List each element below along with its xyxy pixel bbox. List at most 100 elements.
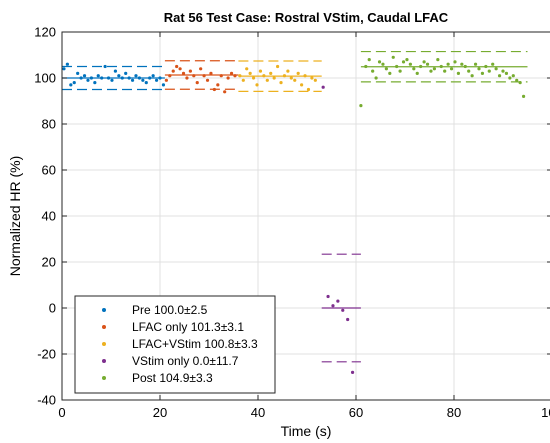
- data-point: [202, 74, 206, 78]
- data-point: [154, 78, 159, 82]
- data-point: [195, 81, 199, 85]
- data-point: [518, 81, 522, 85]
- data-point: [181, 71, 186, 75]
- data-point: [171, 69, 175, 73]
- legend-item: Pre 100.0±2.5: [102, 303, 208, 317]
- data-point: [223, 90, 227, 94]
- data-point: [350, 370, 355, 374]
- legend-marker: [102, 376, 106, 380]
- data-point: [346, 317, 350, 322]
- data-point: [276, 64, 280, 69]
- data-point: [374, 76, 378, 80]
- x-tick-label: 80: [447, 405, 461, 420]
- data-point: [286, 69, 290, 73]
- y-tick-label: -20: [37, 347, 56, 362]
- data-point: [300, 83, 304, 87]
- data-point: [161, 83, 166, 87]
- data-point: [473, 62, 478, 66]
- legend-label: LFAC+VStim 100.8±3.3: [132, 337, 258, 351]
- legend-label: Pre 100.0±2.5: [132, 303, 208, 317]
- data-point: [321, 85, 325, 89]
- data-point: [279, 81, 283, 85]
- data-point: [192, 74, 196, 78]
- x-tick-label: 100: [541, 405, 550, 420]
- series-2: [164, 60, 239, 94]
- data-point: [175, 64, 179, 69]
- series-1: [62, 62, 166, 91]
- legend-label: LFAC only 101.3±3.1: [132, 320, 244, 334]
- y-tick-label: 40: [42, 209, 56, 224]
- data-point: [233, 74, 237, 78]
- data-point: [456, 71, 461, 75]
- data-point: [449, 67, 454, 71]
- data-point: [144, 81, 148, 85]
- data-point: [425, 62, 430, 66]
- y-axis-label: Normalized HR (%): [7, 156, 23, 277]
- legend-item: LFAC+VStim 100.8±3.3: [102, 337, 258, 351]
- series-3: [238, 60, 322, 92]
- data-point: [398, 69, 402, 73]
- data-point: [216, 83, 220, 87]
- data-point: [93, 81, 97, 85]
- data-point: [106, 76, 111, 80]
- data-point: [377, 60, 382, 64]
- y-tick-label: 60: [42, 163, 56, 178]
- data-point: [79, 76, 83, 80]
- data-point: [384, 67, 388, 71]
- data-point: [480, 71, 485, 75]
- data-point: [110, 78, 114, 82]
- data-point: [76, 71, 80, 75]
- data-point: [310, 76, 314, 80]
- data-point: [248, 71, 252, 75]
- data-point: [391, 55, 395, 59]
- data-point: [470, 74, 474, 78]
- x-tick-label: 20: [153, 405, 167, 420]
- data-point: [168, 74, 172, 78]
- data-point: [238, 74, 242, 78]
- data-point: [359, 104, 363, 108]
- y-tick-label: 0: [49, 301, 56, 316]
- y-tick-label: 20: [42, 255, 56, 270]
- data-point: [69, 83, 73, 87]
- data-point: [521, 94, 526, 98]
- data-point: [229, 71, 234, 75]
- data-point: [364, 64, 368, 69]
- data-point: [265, 78, 269, 82]
- data-point: [141, 78, 145, 82]
- data-point: [326, 294, 330, 299]
- legend-marker: [102, 359, 106, 363]
- data-point: [251, 76, 256, 80]
- data-point: [484, 64, 488, 69]
- data-point: [219, 74, 223, 78]
- x-tick-label: 0: [58, 405, 65, 420]
- series-5: [359, 50, 528, 108]
- y-tick-label: 120: [34, 25, 56, 40]
- data-point: [130, 78, 135, 82]
- data-point: [127, 76, 131, 80]
- x-axis-label: Time (s): [281, 423, 332, 439]
- data-point: [245, 67, 249, 71]
- legend-box: [74, 295, 276, 394]
- data-point: [296, 71, 300, 75]
- data-point: [443, 69, 447, 73]
- data-point: [212, 87, 216, 92]
- series-4: [321, 85, 361, 374]
- legend-item: Post 104.9±3.3: [102, 371, 213, 385]
- data-point: [209, 71, 213, 75]
- data-point: [151, 74, 155, 78]
- data-point: [178, 67, 182, 71]
- x-tick-label: 60: [349, 405, 363, 420]
- data-point: [258, 69, 263, 73]
- data-point: [137, 76, 142, 80]
- data-point: [501, 69, 505, 73]
- x-tick-label: 40: [251, 405, 265, 420]
- data-point: [269, 71, 273, 75]
- data-point: [205, 78, 210, 82]
- data-point: [511, 74, 515, 78]
- legend: Pre 100.0±2.5 LFAC only 101.3±3.1 LFAC+VSt…: [74, 295, 276, 394]
- data-point: [371, 69, 375, 73]
- data-point: [331, 304, 335, 308]
- data-point: [72, 81, 76, 85]
- data-point: [282, 74, 287, 78]
